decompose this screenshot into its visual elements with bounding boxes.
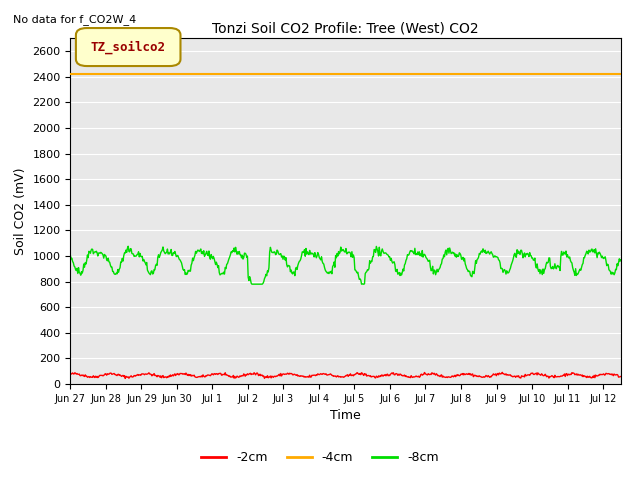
Y-axis label: Soil CO2 (mV): Soil CO2 (mV) (14, 168, 27, 255)
Text: No data for f_CO2W_4: No data for f_CO2W_4 (13, 14, 136, 25)
X-axis label: Time: Time (330, 409, 361, 422)
FancyBboxPatch shape (76, 28, 180, 66)
Title: Tonzi Soil CO2 Profile: Tree (West) CO2: Tonzi Soil CO2 Profile: Tree (West) CO2 (212, 22, 479, 36)
Text: TZ_soilco2: TZ_soilco2 (91, 40, 166, 54)
Legend: -2cm, -4cm, -8cm: -2cm, -4cm, -8cm (196, 446, 444, 469)
